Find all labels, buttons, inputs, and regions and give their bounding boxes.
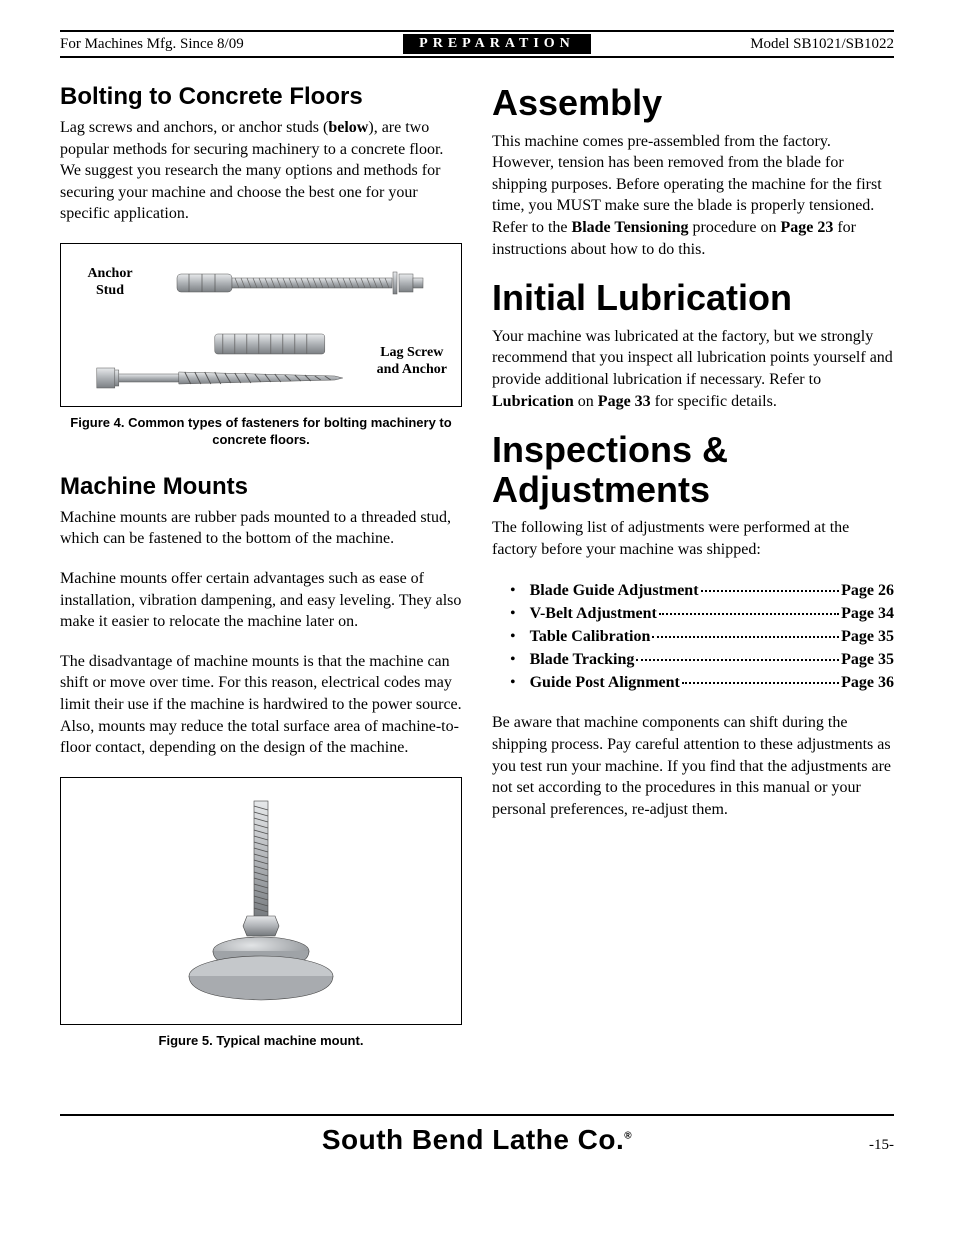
figure-4-box: Anchor Stud [60, 243, 462, 407]
content-columns: Bolting to Concrete Floors Lag screws an… [60, 83, 894, 1074]
adjustment-item: • V-Belt Adjustment Page 34 [510, 602, 894, 625]
bullet-icon: • [510, 625, 516, 648]
adjustment-item: • Guide Post Alignment Page 36 [510, 671, 894, 694]
assembly-title: Assembly [492, 83, 894, 123]
lubrication-title: Initial Lubrication [492, 278, 894, 318]
machine-mount-icon [161, 796, 361, 1006]
adjustments-list: • Blade Guide Adjustment Page 26 • V-Bel… [510, 579, 894, 695]
page-header: For Machines Mfg. Since 8/09 PREPARATION… [60, 30, 894, 58]
bolting-paragraph: Lag screws and anchors, or anchor studs … [60, 117, 462, 225]
mounts-para-1: Machine mounts are rubber pads mounted t… [60, 507, 462, 550]
lag-screw-label: Lag Screw and Anchor [377, 345, 447, 379]
inspections-outro: Be aware that machine components can shi… [492, 712, 894, 820]
bullet-icon: • [510, 671, 516, 694]
mounts-para-2: Machine mounts offer certain advantages … [60, 568, 462, 633]
adjustment-item: • Blade Tracking Page 35 [510, 648, 894, 671]
lag-screw-row: Lag Screw and Anchor [75, 332, 447, 392]
bullet-icon: • [510, 579, 516, 602]
figure-4-caption: Figure 4. Common types of fasteners for … [60, 415, 462, 449]
registered-icon: ® [624, 1130, 632, 1141]
right-column: Assembly This machine comes pre-assemble… [492, 83, 894, 1074]
figure-5-box [60, 777, 462, 1025]
header-section-title: PREPARATION [403, 34, 591, 54]
adjustment-item: • Table Calibration Page 35 [510, 625, 894, 648]
lag-screw-icon [75, 332, 365, 392]
lubrication-para: Your machine was lubricated at the facto… [492, 326, 894, 412]
left-column: Bolting to Concrete Floors Lag screws an… [60, 83, 462, 1074]
bullet-icon: • [510, 602, 516, 625]
mounts-title: Machine Mounts [60, 473, 462, 501]
anchor-stud-label: Anchor Stud [75, 266, 145, 300]
figure-5-caption: Figure 5. Typical machine mount. [60, 1033, 462, 1050]
anchor-stud-icon [157, 258, 447, 308]
inspections-intro: The following list of adjustments were p… [492, 517, 894, 560]
assembly-para: This machine comes pre-assembled from th… [492, 131, 894, 261]
header-model: Model SB1021/SB1022 [750, 36, 894, 53]
adjustment-item: • Blade Guide Adjustment Page 26 [510, 579, 894, 602]
page-number: -15- [854, 1137, 894, 1154]
page-footer: South Bend Lathe Co.® -15- [60, 1114, 894, 1156]
bullet-icon: • [510, 648, 516, 671]
bolting-title: Bolting to Concrete Floors [60, 83, 462, 111]
inspections-title: Inspections & Adjustments [492, 430, 894, 509]
anchor-stud-row: Anchor Stud [75, 258, 447, 308]
header-left: For Machines Mfg. Since 8/09 [60, 36, 244, 53]
brand-logo: South Bend Lathe Co.® [100, 1124, 854, 1156]
mounts-para-3: The disadvantage of machine mounts is th… [60, 651, 462, 759]
